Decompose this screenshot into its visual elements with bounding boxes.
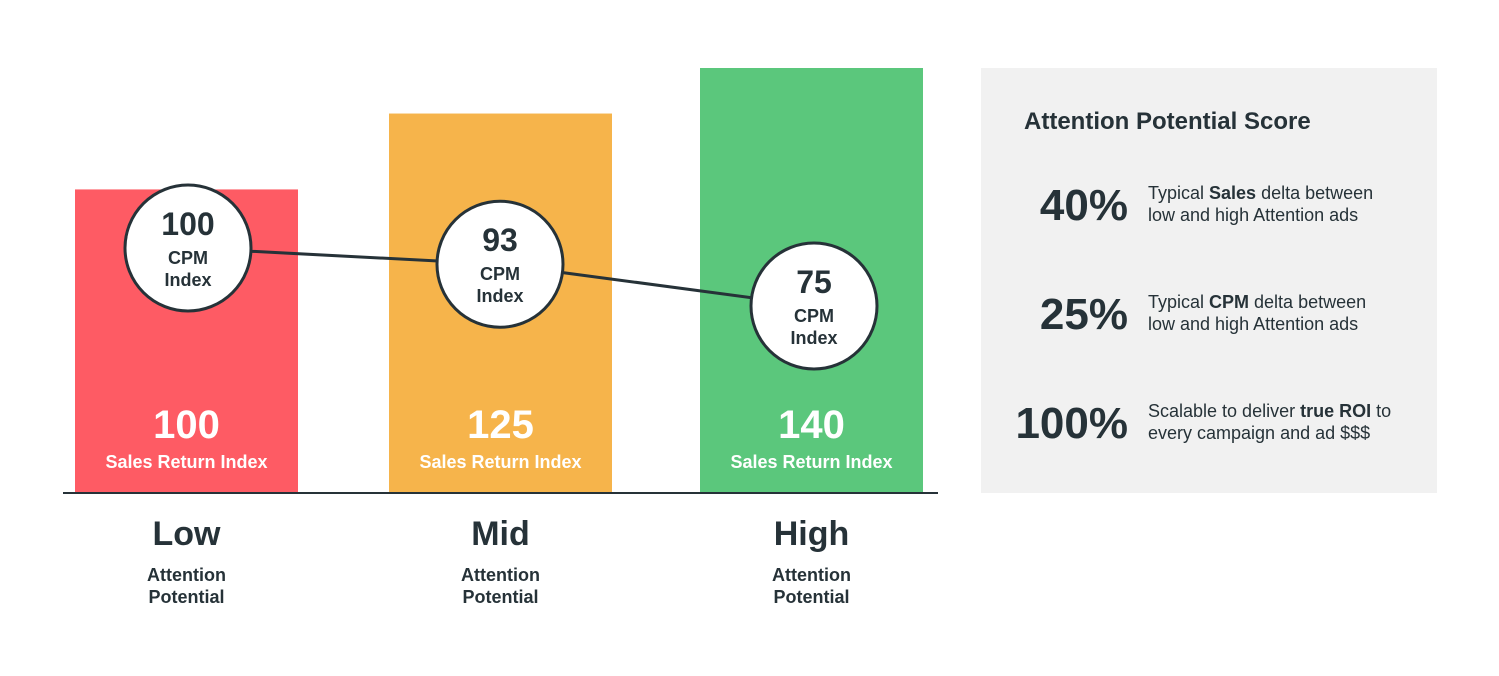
stat-value: 25% — [1039, 290, 1128, 339]
stat-value: 40% — [1039, 181, 1128, 230]
category-sublabel-line1: Attention — [461, 565, 540, 585]
category-sublabel-line2: Potential — [148, 587, 224, 607]
cpm-caption-line2: Index — [476, 286, 523, 306]
stat-description: Scalable to deliver true ROI to every ca… — [1148, 400, 1428, 444]
stat-desc-line2: every campaign and ad $$$ — [1148, 423, 1371, 443]
stat-desc-bold: CPM — [1209, 292, 1250, 312]
stat-desc-pre: Scalable to deliver — [1148, 401, 1301, 421]
stat-desc-line2: low and high Attention ads — [1148, 205, 1359, 225]
bar-caption-label: Sales Return Index — [419, 452, 581, 472]
bar-caption-label: Sales Return Index — [105, 452, 267, 472]
cpm-point — [123, 183, 253, 313]
cpm-caption-line1: CPM — [794, 306, 834, 326]
category-label: Low — [153, 515, 222, 553]
bars-layer: 100 Sales Return Index 125 Sales Return Ind… — [75, 68, 923, 494]
stat-value: 100% — [1015, 399, 1128, 448]
chart: 100 Sales Return Index 125 Sales Return Ind… — [63, 68, 938, 607]
stat-desc-post: delta between — [1249, 292, 1367, 312]
category-sublabel-line2: Potential — [773, 587, 849, 607]
score-panel: Attention Potential Score 40% Typical Sa… — [981, 68, 1437, 493]
stat-desc-pre: Typical — [1148, 292, 1210, 312]
panel-title: Attention Potential Score — [1024, 108, 1311, 135]
stat-cpm: 25% Typical CPM delta between low and hi… — [981, 285, 1437, 345]
cpm-value-label: 75 — [796, 264, 832, 300]
cpm-value-label: 100 — [161, 206, 214, 242]
cpm-point — [749, 241, 879, 371]
stat-roi: 100% Scalable to deliver true ROI to eve… — [981, 394, 1437, 454]
cpm-caption-line1: CPM — [168, 248, 208, 268]
stat-desc-line2: low and high Attention ads — [1148, 314, 1359, 334]
stat-description: Typical Sales delta between low and high… — [1148, 182, 1428, 226]
bar-value-label: 140 — [778, 403, 845, 447]
category-sublabel-line1: Attention — [772, 565, 851, 585]
category-sublabel-line1: Attention — [147, 565, 226, 585]
cpm-value-label: 93 — [482, 222, 518, 258]
bar-caption-label: Sales Return Index — [730, 452, 892, 472]
bar-value-label: 100 — [153, 403, 220, 447]
category-label: High — [774, 515, 850, 553]
stat-desc-bold: Sales — [1209, 183, 1257, 203]
stat-desc-bold: true ROI — [1300, 401, 1372, 421]
stat-desc-post: delta between — [1256, 183, 1374, 203]
cpm-caption-line1: CPM — [480, 264, 520, 284]
cpm-caption-line2: Index — [164, 270, 211, 290]
category-labels-layer: LowAttentionPotentialMidAttentionPotenti… — [147, 515, 851, 607]
cpm-caption-line2: Index — [790, 328, 837, 348]
stat-desc-pre: Typical — [1148, 183, 1210, 203]
stat-description: Typical CPM delta between low and high A… — [1148, 291, 1428, 335]
category-label: Mid — [471, 515, 530, 553]
bar-value-label: 125 — [467, 403, 534, 447]
category-sublabel-line2: Potential — [462, 587, 538, 607]
stat-sales: 40% Typical Sales delta between low and … — [981, 176, 1437, 236]
stat-desc-post: to — [1371, 401, 1392, 421]
cpm-point — [435, 199, 565, 329]
